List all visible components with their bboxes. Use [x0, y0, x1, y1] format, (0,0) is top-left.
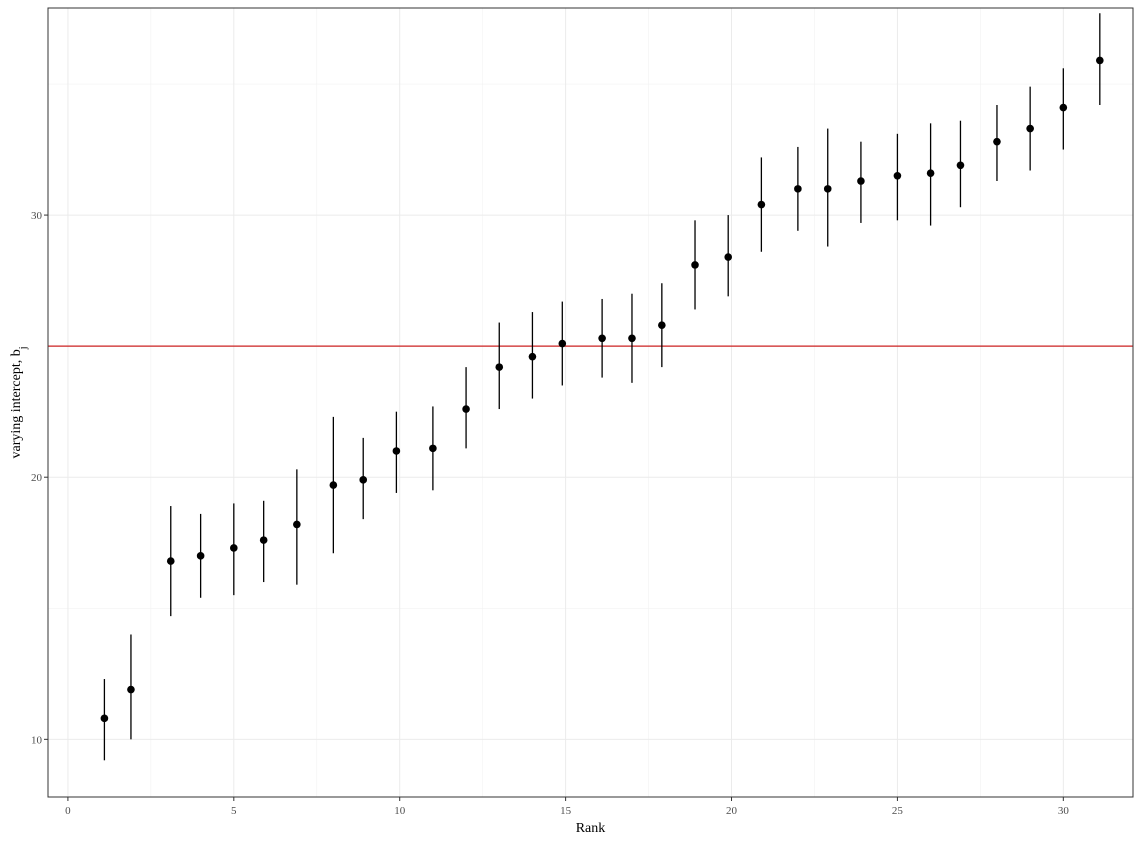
major-gridlines [48, 8, 1133, 797]
panel-border [47, 7, 1134, 798]
x-tick-label: 5 [231, 805, 237, 817]
data-point [1096, 56, 1104, 65]
y-axis-title-subscript: j [18, 346, 29, 350]
x-tick-label: 20 [726, 805, 738, 817]
x-axis-title: Rank [576, 821, 606, 836]
y-axis: 10 20 30 [31, 210, 48, 746]
y-tick-label: 10 [31, 734, 43, 746]
x-tick-label: 15 [560, 805, 572, 817]
x-tick-label: 10 [394, 805, 406, 817]
data-point [127, 685, 135, 694]
data-point [794, 185, 802, 193]
data-point [893, 171, 902, 180]
y-tick-label: 30 [31, 210, 43, 222]
data-point [359, 476, 368, 484]
y-tick-label: 20 [31, 472, 43, 484]
data-point [429, 444, 437, 453]
data-point [857, 177, 865, 185]
data-point [628, 334, 636, 343]
data-point [196, 552, 205, 560]
data-point [757, 200, 766, 209]
data-point [823, 185, 832, 193]
data-point [259, 536, 268, 544]
data-point [1059, 103, 1068, 112]
data-point [495, 363, 504, 371]
data-point [462, 405, 470, 413]
data-point [230, 544, 238, 552]
minor-gridlines [48, 8, 1133, 797]
data-point [528, 352, 537, 361]
data-point [392, 447, 401, 455]
y-axis-title-text: varying intercept, [9, 356, 24, 458]
data-point [691, 261, 699, 269]
data-point [993, 137, 1001, 146]
data-point [293, 520, 301, 529]
x-tick-label: 0 [65, 805, 71, 817]
data-point [658, 321, 666, 329]
data-point [329, 481, 338, 489]
data-point [724, 253, 732, 261]
x-tick-label: 25 [892, 805, 904, 817]
y-axis-title: varying intercept, bj [9, 346, 29, 458]
y-axis-title-symbol: b [9, 349, 24, 356]
data-point [100, 714, 109, 723]
data-point [926, 169, 935, 177]
data-point [558, 339, 567, 348]
data-point [598, 334, 606, 343]
x-axis: 0 5 10 15 20 25 30 [65, 797, 1069, 817]
data-point [956, 161, 965, 170]
data-point [166, 557, 175, 565]
data-point [1026, 124, 1034, 133]
data-points [100, 56, 1104, 723]
x-tick-label: 30 [1058, 805, 1070, 817]
